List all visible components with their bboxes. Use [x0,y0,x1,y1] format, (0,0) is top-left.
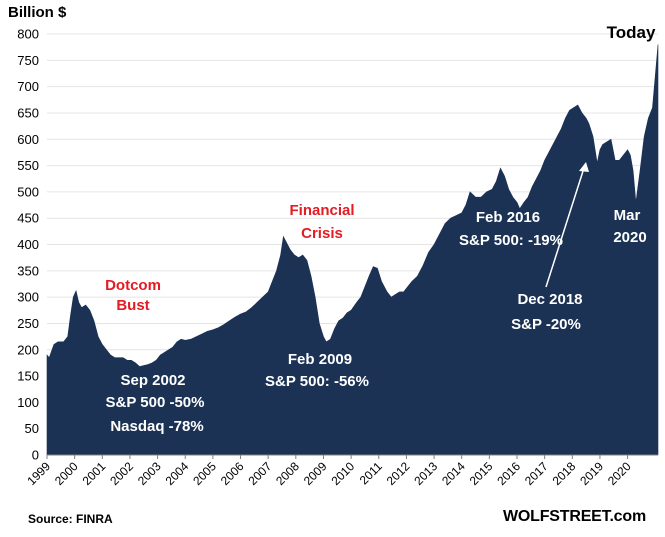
x-tick-label-2010: 2010 [328,459,357,488]
x-tick-label-2005: 2005 [190,459,219,488]
x-tick-label-2018: 2018 [550,459,579,488]
y-tick-label-700: 700 [17,79,39,94]
annotation-s-p-500-19-: S&P 500: -19% [459,232,563,249]
dec-2018-arrow-line [545,167,585,288]
x-tick-label-2003: 2003 [135,459,164,488]
dec-2018-arrow-head [579,162,589,172]
x-tick-label-2007: 2007 [246,459,275,488]
x-tick-label-2001: 2001 [80,459,109,488]
annotation-2020: 2020 [613,229,646,246]
annotation-s-p-20-: S&P -20% [511,316,581,333]
y-tick-label-200: 200 [17,342,39,357]
x-tick-label-2016: 2016 [494,459,523,488]
x-tick-label-2017: 2017 [522,459,551,488]
annotation-mar: Mar [614,207,641,224]
y-tick-label-800: 800 [17,27,39,42]
x-tick-label-2020: 2020 [605,459,634,488]
x-tick-label-2012: 2012 [384,459,413,488]
y-tick-label-300: 300 [17,290,39,305]
annotation-feb-2016: Feb 2016 [476,209,540,226]
annotation-today: Today [607,23,656,42]
source-note: Source: FINRA [28,512,113,526]
y-tick-label-450: 450 [17,211,39,226]
annotation-bust: Bust [116,297,149,314]
y-tick-label-250: 250 [17,316,39,331]
x-tick-label-2008: 2008 [273,459,302,488]
y-tick-label-500: 500 [17,184,39,199]
x-tick-label-2009: 2009 [301,459,330,488]
brand-watermark: WOLFSTREET.com [503,508,646,525]
x-tick-label-2011: 2011 [357,459,385,487]
x-tick-label-2013: 2013 [411,459,440,488]
y-tick-label-0: 0 [32,448,39,463]
annotation-feb-2009: Feb 2009 [288,351,352,368]
x-tick-label-2004: 2004 [163,459,192,488]
annotation-dec-2018: Dec 2018 [517,291,582,308]
y-axis-unit-label: Billion $ [8,4,67,21]
x-tick-label-2002: 2002 [107,459,136,488]
y-tick-label-600: 600 [17,132,39,147]
x-tick-label-2014: 2014 [439,459,468,488]
x-tick-label-2006: 2006 [218,459,247,488]
annotation-sep-2002: Sep 2002 [120,372,185,389]
annotation-nasdaq-78-: Nasdaq -78% [110,418,203,435]
x-tick-label-2000: 2000 [52,459,81,488]
annotation-crisis: Crisis [301,225,343,242]
y-tick-label-150: 150 [17,369,39,384]
y-tick-label-650: 650 [17,105,39,120]
x-tick-label-2015: 2015 [467,459,496,488]
annotation-dotcom: Dotcom [105,277,161,294]
annotation-s-p-500-56-: S&P 500: -56% [265,373,369,390]
x-tick-label-2019: 2019 [577,459,606,488]
annotation-financial: Financial [289,202,354,219]
y-tick-label-100: 100 [17,395,39,410]
annotation-s-p-500-50-: S&P 500 -50% [106,394,205,411]
margin-debt-area [46,44,659,456]
x-tick-label-1999: 1999 [24,459,53,488]
y-tick-label-750: 750 [17,53,39,68]
y-tick-label-400: 400 [17,237,39,252]
y-tick-label-550: 550 [17,158,39,173]
y-tick-label-350: 350 [17,263,39,278]
y-tick-label-50: 50 [25,421,39,436]
